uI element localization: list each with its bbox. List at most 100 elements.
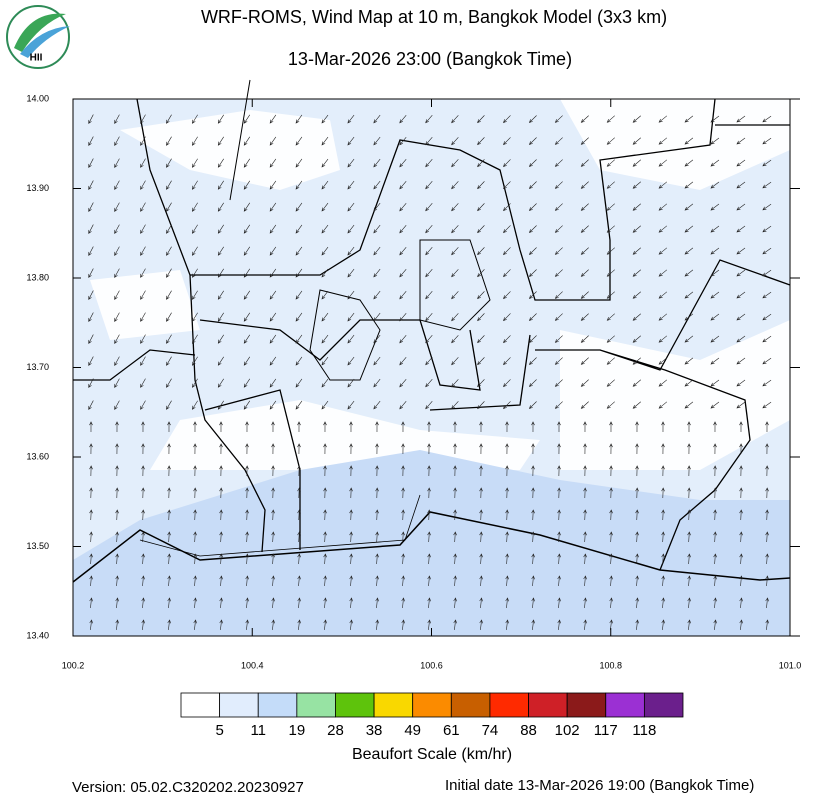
wind-arrow — [401, 619, 406, 631]
wind-arrow — [89, 531, 93, 543]
wind-arrow — [373, 246, 381, 256]
wind-arrow — [399, 290, 407, 300]
wind-arrow — [687, 553, 691, 565]
wind-arrow — [89, 597, 93, 609]
wind-arrow — [193, 443, 197, 455]
wind-arrow — [557, 575, 561, 587]
wind-arrow — [88, 180, 94, 191]
wind-arrow — [321, 224, 329, 234]
logo-text: HII — [30, 53, 43, 64]
wind-arrow — [765, 575, 769, 587]
wind-arrow — [503, 115, 511, 124]
wind-arrow — [115, 619, 120, 631]
wind-arrow — [713, 597, 717, 609]
wind-arrow — [477, 401, 485, 410]
wind-arrow — [609, 553, 613, 565]
wind-arrow — [739, 421, 743, 433]
wind-arrow — [451, 115, 459, 124]
wind-arrow — [295, 334, 303, 344]
wind-arrow — [684, 247, 694, 255]
logo-wave — [20, 26, 70, 58]
wind-arrow — [528, 291, 537, 299]
wind-arrow — [347, 378, 355, 388]
wind-arrow — [323, 575, 327, 587]
wind-arrow — [554, 115, 563, 123]
wind-arrow — [167, 553, 171, 565]
wind-arrow — [427, 443, 431, 455]
wind-arrow — [269, 158, 277, 168]
wind-arrow — [269, 224, 277, 234]
wind-arrow — [736, 335, 746, 343]
wind-arrow — [503, 335, 511, 344]
wind-arrow — [658, 379, 668, 387]
wind-arrow — [191, 224, 198, 234]
footer-version: Version: 05.02.C320202.20230927 — [72, 779, 304, 796]
wind-arrow — [479, 487, 483, 499]
logo-leaf — [14, 13, 66, 52]
wind-arrow — [295, 180, 303, 190]
wind-arrow — [736, 181, 746, 189]
wind-arrow — [554, 379, 563, 387]
wind-arrow — [710, 137, 720, 145]
wind-arrow — [554, 291, 563, 299]
wind-arrow — [635, 421, 639, 433]
wind-arrow — [295, 356, 303, 366]
wind-arrow — [321, 312, 329, 322]
wind-arrow — [710, 115, 720, 123]
wind-arrow — [554, 181, 563, 189]
wind-arrow — [635, 465, 639, 477]
wind-arrow — [191, 312, 198, 322]
wind-arrow — [217, 356, 224, 366]
wind-arrow — [140, 268, 146, 278]
wind-arrow — [583, 597, 587, 609]
colorbar-label: 49 — [404, 722, 421, 739]
wind-arrow — [321, 268, 329, 278]
wind-arrow — [479, 421, 483, 433]
wind-arrow — [632, 203, 641, 211]
wind-arrow — [453, 531, 457, 543]
wind-arrow — [427, 597, 431, 609]
wind-arrow — [373, 202, 381, 212]
wind-arrow — [140, 356, 146, 366]
wind-arrow — [580, 159, 589, 167]
colorbar-label: 11 — [250, 722, 266, 739]
wind-arrow — [167, 619, 172, 631]
wind-arrow — [453, 421, 457, 433]
wind-arrow — [375, 553, 379, 565]
wind-arrow — [323, 619, 328, 631]
wind-arrow — [451, 313, 459, 322]
wind-arrow — [141, 531, 145, 543]
wind-arrow — [115, 531, 119, 543]
wind-arrow — [503, 401, 511, 410]
wind-arrow — [528, 225, 537, 233]
wind-arrow — [373, 334, 381, 344]
wind-arrow — [609, 509, 613, 521]
wind-arrow — [503, 357, 511, 366]
wind-arrow — [271, 531, 275, 543]
wind-arrow — [528, 137, 537, 145]
wind-arrow — [323, 531, 327, 543]
wind-arrow — [349, 443, 353, 455]
wind-arrow — [425, 159, 433, 168]
wind-arrow — [217, 312, 224, 322]
wind-arrow — [427, 575, 431, 587]
wind-arrow — [528, 357, 537, 365]
colorbar-box — [180, 692, 221, 718]
wind-arrow — [477, 335, 485, 344]
wind-arrow — [684, 291, 694, 299]
wind-arrow — [141, 421, 145, 433]
wind-arrow — [606, 115, 615, 123]
wind-arrow — [635, 575, 639, 587]
wind-arrow — [451, 401, 459, 410]
wind-arrow — [687, 465, 691, 477]
x-tick-label: 101.0 — [779, 660, 802, 670]
x-tick-label: 100.6 — [420, 660, 443, 670]
colorbar-label: 28 — [327, 722, 344, 739]
wind-arrow — [503, 313, 511, 322]
wind-arrow — [477, 203, 485, 212]
wind-arrow — [477, 115, 485, 124]
wind-arrow — [349, 509, 353, 521]
wind-arrow — [297, 531, 301, 543]
wind-arrow — [739, 509, 743, 521]
colorbar-box — [605, 692, 645, 718]
